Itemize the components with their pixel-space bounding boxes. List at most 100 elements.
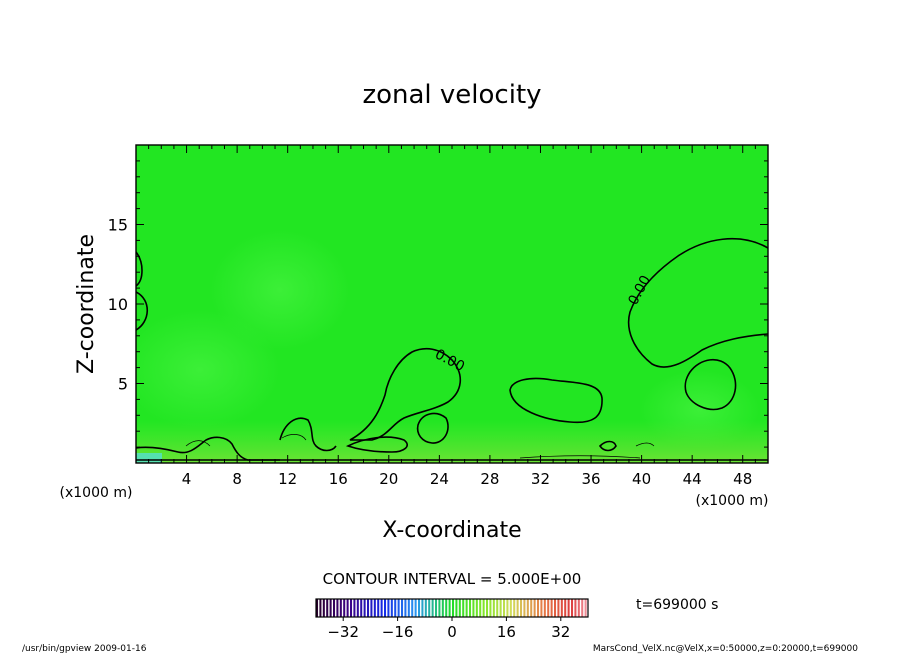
time-label: t=699000 s <box>636 597 718 613</box>
colorbar-cell <box>577 599 580 617</box>
colorbar-cell <box>316 599 319 617</box>
colorbar-cell <box>492 599 495 617</box>
colorbar-cell <box>377 599 380 617</box>
colorbar-cell <box>489 599 492 617</box>
contour-bottom-mid-2 <box>345 436 408 453</box>
x-tick-label: 12 <box>278 470 297 488</box>
x-tick-label: 8 <box>232 470 242 488</box>
colorbar-cell <box>390 599 393 617</box>
colorbar-cell <box>336 599 339 617</box>
colorbar-cell <box>373 599 376 617</box>
colorbar-tick-label: 32 <box>551 623 570 641</box>
colorbar-cell <box>581 599 584 617</box>
y-tick-label: 5 <box>118 375 128 394</box>
colorbar-cell <box>380 599 383 617</box>
colorbar-cell <box>499 599 502 617</box>
x-tick-label: 36 <box>581 470 600 488</box>
colorbar-cell <box>509 599 512 617</box>
colorbar-cell <box>458 599 461 617</box>
colorbar-cell <box>319 599 322 617</box>
colorbar-cell <box>367 599 370 617</box>
contour-center-blob <box>349 347 461 441</box>
x-axis-label: X-coordinate <box>382 518 521 543</box>
colorbar-cell <box>574 599 577 617</box>
colorbar-cell <box>571 599 574 617</box>
colorbar-cell <box>441 599 444 617</box>
colorbar-cell <box>455 599 458 617</box>
colorbar <box>316 599 587 617</box>
y-ticks: 5 10 15 <box>108 160 768 448</box>
colorbar-cell <box>322 599 325 617</box>
contour-thin-lines <box>185 434 655 459</box>
colorbar-cell <box>503 599 506 617</box>
y-unit-label: (x1000 m) <box>60 485 133 501</box>
colorbar-cell <box>356 599 359 617</box>
colorbar-cell <box>479 599 482 617</box>
colorbar-cell <box>469 599 472 617</box>
colorbar-cell <box>537 599 540 617</box>
x-ticks: 4 8 12 16 20 24 28 32 36 40 44 48 <box>148 145 756 488</box>
x-tick-label: 24 <box>430 470 449 488</box>
colorbar-cell <box>418 599 421 617</box>
contour-bottom-mid <box>279 417 337 452</box>
y-tick-label: 15 <box>108 216 128 235</box>
contour-right-large <box>627 237 768 368</box>
colorbar-cell <box>339 599 342 617</box>
colorbar-cell <box>329 599 332 617</box>
colorbar-cell <box>424 599 427 617</box>
colorbar-cell <box>431 599 434 617</box>
colorbar-cell <box>520 599 523 617</box>
footer-right: MarsCond_VelX.nc@VelX,x=0:50000,z=0:2000… <box>593 644 858 654</box>
colorbar-cell <box>353 599 356 617</box>
colorbar-cell <box>482 599 485 617</box>
chart-title: zonal velocity <box>362 80 541 110</box>
contour-interval: CONTOUR INTERVAL = 5.000E+00 <box>323 570 582 588</box>
colorbar-tick-label: 16 <box>497 623 516 641</box>
colorbar-cell <box>363 599 366 617</box>
colorbar-cell <box>448 599 451 617</box>
x-unit-label: (x1000 m) <box>696 493 769 509</box>
colorbar-cell <box>486 599 489 617</box>
contour-blob-32 <box>509 377 603 424</box>
colorbar-cell <box>540 599 543 617</box>
colorbar-cell <box>387 599 390 617</box>
colorbar-cell <box>506 599 509 617</box>
colorbar-cell <box>411 599 414 617</box>
colorbar-tick-label: −32 <box>327 623 359 641</box>
colorbar-cell <box>554 599 557 617</box>
colorbar-cell <box>346 599 349 617</box>
x-tick-label: 48 <box>733 470 752 488</box>
contour-bottom-left <box>136 436 280 461</box>
colorbar-ticks: −32 −16 0 16 32 <box>327 617 570 641</box>
colorbar-tick-label: −16 <box>382 623 414 641</box>
colorbar-cell <box>360 599 363 617</box>
x-tick-label: 16 <box>329 470 348 488</box>
colorbar-cell <box>533 599 536 617</box>
colorbar-cell <box>397 599 400 617</box>
y-tick-label: 10 <box>108 295 128 314</box>
contour-left-edge <box>136 251 143 287</box>
colorbar-cell <box>404 599 407 617</box>
colorbar-cell <box>513 599 516 617</box>
colorbar-cell <box>550 599 553 617</box>
colorbar-cell <box>350 599 353 617</box>
colorbar-cell <box>452 599 455 617</box>
colorbar-cell <box>445 599 448 617</box>
x-tick-label: 28 <box>480 470 499 488</box>
colorbar-cell <box>557 599 560 617</box>
colorbar-cell <box>414 599 417 617</box>
colorbar-tick-label: 0 <box>447 623 457 641</box>
contour-left-edge-2 <box>136 291 149 331</box>
colorbar-cell <box>465 599 468 617</box>
colorbar-cell <box>516 599 519 617</box>
colorbar-cell <box>560 599 563 617</box>
contour-right-inner <box>684 359 737 411</box>
colorbar-cell <box>326 599 329 617</box>
x-tick-label: 4 <box>182 470 192 488</box>
colorbar-cell <box>421 599 424 617</box>
colorbar-cell <box>475 599 478 617</box>
colorbar-cell <box>567 599 570 617</box>
x-tick-label: 20 <box>379 470 398 488</box>
colorbar-cell <box>543 599 546 617</box>
